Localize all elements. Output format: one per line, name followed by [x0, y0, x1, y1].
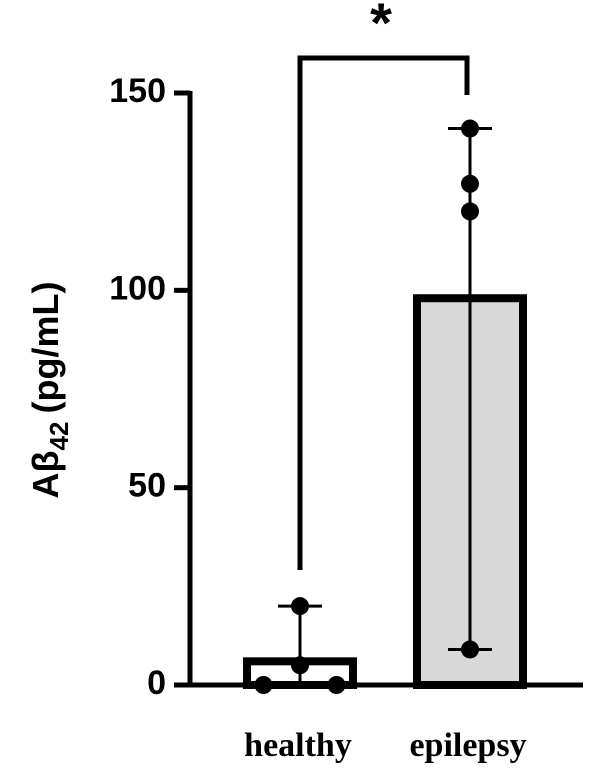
y-tick-label: 150	[109, 72, 166, 110]
y-label-main: Aβ	[25, 450, 66, 498]
data-point	[291, 597, 309, 616]
y-tick-label: 0	[147, 664, 166, 702]
significance-star: *	[370, 0, 392, 54]
y-axis-label: Aβ42 (pg/mL)	[25, 282, 74, 499]
data-point	[461, 640, 479, 659]
x-tick-label: epilepsy	[409, 727, 526, 764]
data-point	[461, 119, 479, 138]
y-label-unit: (pg/mL)	[25, 282, 66, 414]
y-tick-label: 50	[128, 467, 166, 505]
y-tick-label: 100	[109, 269, 166, 307]
y-label-sub: 42	[44, 422, 74, 451]
data-point	[291, 656, 309, 675]
significance-bracket	[297, 55, 470, 570]
data-point	[461, 202, 479, 221]
x-tick-label: healthy	[244, 727, 352, 764]
data-point	[461, 174, 479, 193]
